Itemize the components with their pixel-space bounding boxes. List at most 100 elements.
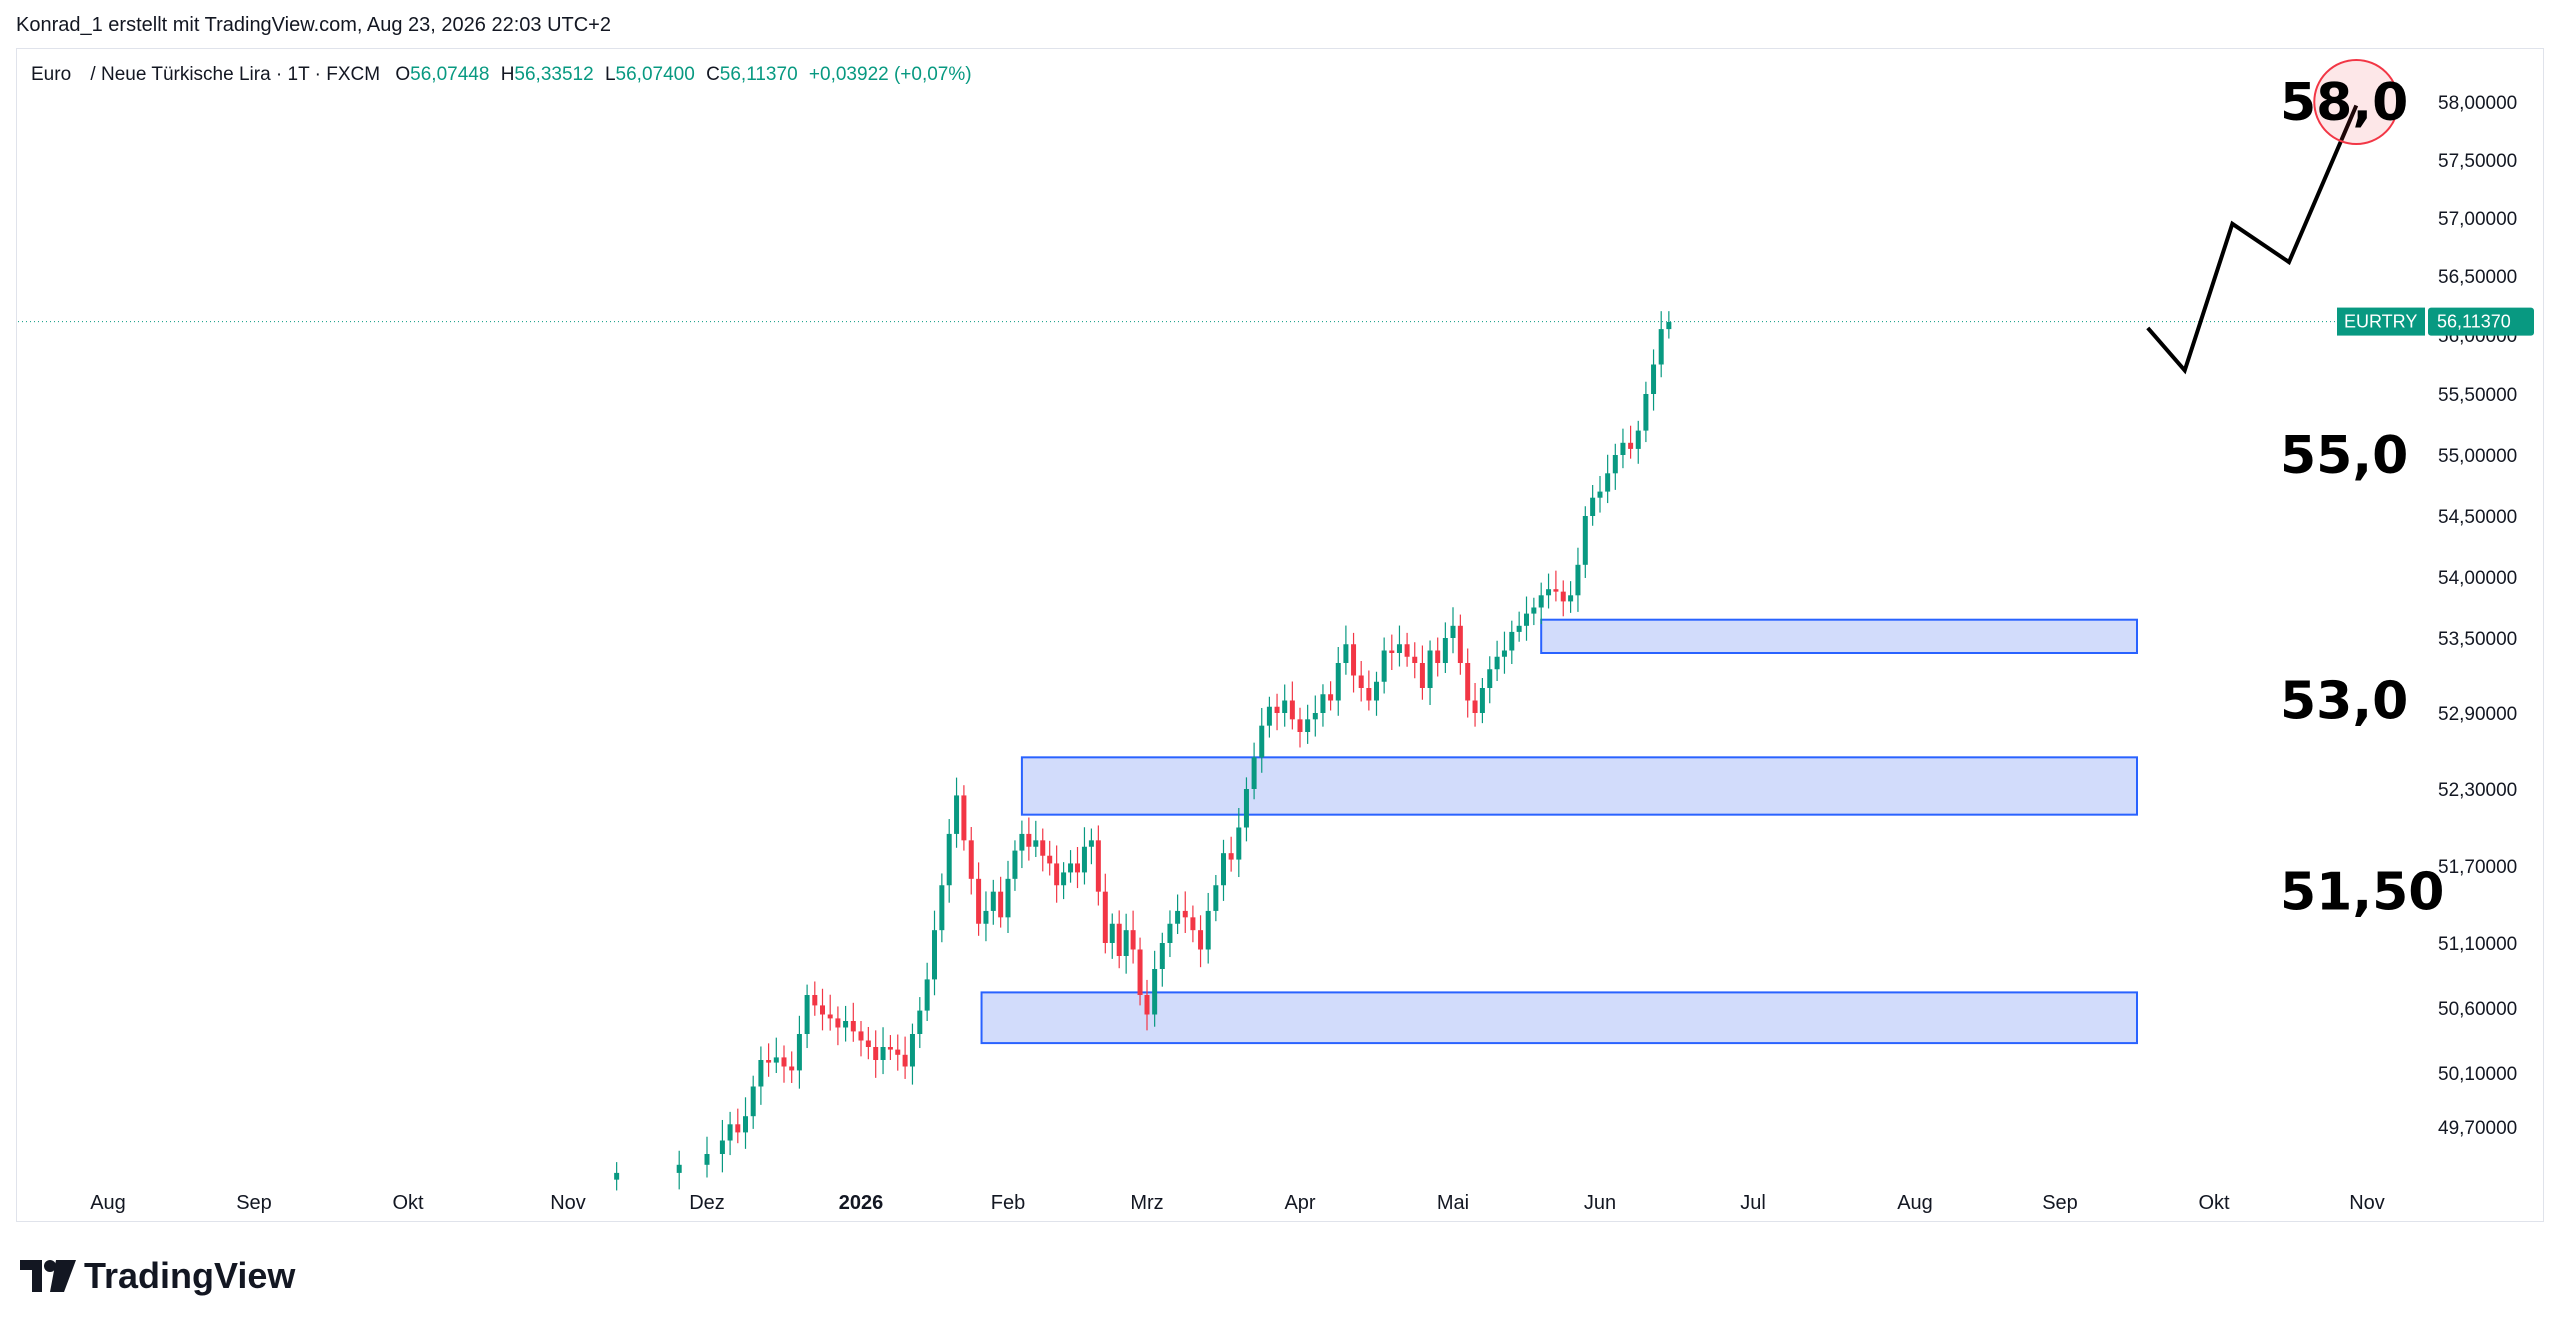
candle-up [1450, 625, 1456, 638]
candle-up [1605, 473, 1611, 492]
candle-down [820, 1005, 825, 1015]
candle-down [902, 1054, 908, 1067]
candle-down [1389, 650, 1395, 653]
time-axis-label: Sep [236, 1192, 272, 1214]
tradingview-logo-text: TradingView [84, 1255, 296, 1296]
candle-up [1658, 329, 1664, 365]
price-axis-label: 54,00000 [2438, 568, 2517, 589]
legend-change: +0,03922 (+0,07%) [808, 64, 972, 85]
candle-down [1182, 910, 1188, 918]
candle-up [1590, 497, 1596, 516]
time-axis-label: 2026 [839, 1192, 884, 1214]
candle-down [1040, 840, 1046, 856]
candle-up [1236, 827, 1242, 860]
price-annotation: 58,0 [2280, 73, 2408, 133]
candle-down [735, 1124, 741, 1133]
candle-down [1130, 930, 1136, 950]
support-zone[interactable] [1020, 756, 2138, 816]
candle-up [1427, 650, 1433, 688]
chart-frame[interactable] [16, 48, 2544, 1222]
candle-down [781, 1057, 787, 1067]
candle-up [1524, 613, 1529, 626]
candle-down [1137, 949, 1143, 995]
candle-up [983, 910, 989, 924]
candle-up [1612, 455, 1618, 474]
tradingview-logo[interactable]: TradingView [20, 1255, 295, 1297]
legend-close-value: 56,11370 [719, 64, 798, 85]
time-axis-label: Nov [2349, 1192, 2385, 1214]
candle-up [1282, 700, 1288, 713]
candle-up [1175, 910, 1181, 924]
candle-down [998, 891, 1004, 918]
candle-down [976, 878, 982, 924]
legend-low-value: 56,07400 [615, 64, 695, 85]
candle-down [1465, 663, 1471, 701]
time-axis-label: Jul [1740, 1192, 1766, 1214]
candle-up [1343, 644, 1349, 663]
candle-up [1568, 595, 1574, 602]
support-zones [980, 618, 2138, 1045]
legend-high-value: 56,33512 [514, 64, 594, 85]
symbol-legend: Euro / Neue Türkische Lira · 1T · FXCM O… [31, 64, 972, 86]
candle-down [1560, 591, 1566, 602]
candle-up [1501, 650, 1507, 657]
time-axis-label: Apr [1284, 1192, 1315, 1214]
candle-up [1575, 564, 1581, 596]
time-axis-label: Okt [2198, 1192, 2230, 1214]
candle-up [743, 1116, 748, 1133]
candle-up [1479, 688, 1485, 713]
candle-up [1487, 669, 1493, 688]
candle-up [909, 1034, 915, 1067]
time-axis-label: Nov [550, 1192, 586, 1214]
candle-down [1116, 923, 1122, 956]
candle-up [1243, 789, 1249, 828]
legend-open-label: O [395, 64, 411, 85]
candle-up [1251, 757, 1257, 789]
candle-down [1075, 863, 1080, 873]
candle-up [1213, 885, 1219, 911]
candle-down [1274, 706, 1280, 713]
candle-up [924, 979, 930, 1011]
time-axis-label: Feb [991, 1192, 1025, 1214]
time-axis-label: Aug [90, 1192, 126, 1214]
price-axis-label: 56,50000 [2438, 267, 2517, 288]
candle-up [704, 1154, 710, 1165]
price-axis-label: 58,00000 [2438, 93, 2517, 114]
candle-up [727, 1124, 733, 1141]
candle-up [1152, 969, 1158, 1015]
price-axis-label: 51,10000 [2438, 934, 2517, 955]
candle-down [1297, 719, 1303, 732]
legend-symbol[interactable]: Euro [31, 64, 72, 85]
candle-up [719, 1140, 725, 1154]
candle-up [1305, 719, 1311, 732]
time-axis-label: Okt [392, 1192, 424, 1214]
candle-up [1643, 394, 1649, 431]
candle-up [880, 1047, 886, 1060]
candle-up [1635, 430, 1641, 449]
candle-up [1335, 663, 1341, 701]
support-zone[interactable] [980, 991, 2138, 1045]
candle-down [1102, 891, 1108, 943]
candle-up [1221, 853, 1226, 886]
price-annotation: 53,0 [2280, 672, 2408, 732]
candle-down [1419, 663, 1425, 688]
target-circle[interactable] [2313, 59, 2400, 145]
candle-down [827, 1014, 833, 1019]
candle-up [773, 1057, 779, 1063]
candle-up [1266, 706, 1272, 726]
candle-down [1457, 625, 1463, 663]
time-axis-label: Dez [689, 1192, 725, 1214]
candle-up [843, 1021, 849, 1028]
support-zone[interactable] [1540, 618, 2138, 655]
price-axis[interactable]: 58,0000057,5000057,0000056,5000056,00000… [2438, 93, 2517, 1139]
price-annotation: 51,50 [2280, 863, 2444, 923]
candle-up [1081, 846, 1087, 873]
candle-down [895, 1049, 901, 1055]
price-annotations: 58,0 55,0 53,0 51,50 [2280, 73, 2444, 923]
price-axis-label: 50,10000 [2438, 1064, 2517, 1085]
candle-up [932, 930, 937, 980]
time-axis-label: Mai [1437, 1192, 1469, 1214]
projection-line[interactable] [2146, 104, 2359, 375]
time-axis[interactable]: Aug Sep Okt Nov Dez 2026 Feb Mrz Apr Mai Jun Jul Aug… [90, 1192, 2385, 1214]
